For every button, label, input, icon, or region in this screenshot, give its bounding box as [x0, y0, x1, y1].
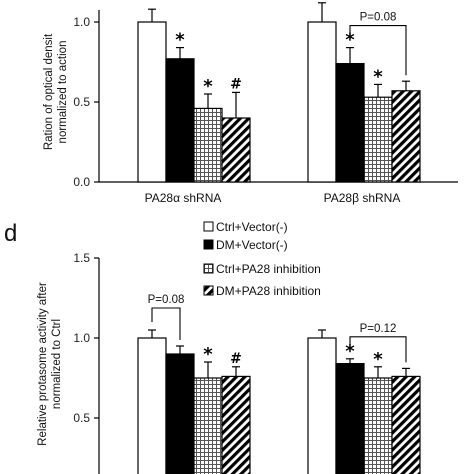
- y-tick-label: 0.5: [73, 411, 90, 425]
- legend-label: DM+PA28 inhibition: [216, 284, 321, 298]
- chart-layer: 0.0 0.5 1.0 * * * * # P=0.08 0.5 1.0 1.5 * * * # P=0.08 P…: [73, 2, 458, 474]
- bar: [307, 21, 337, 183]
- panel1-ylabel-line1: Ration of optical densit: [43, 33, 55, 150]
- significance-mark: *: [345, 30, 355, 51]
- bar: [335, 363, 365, 474]
- bar: [221, 375, 251, 474]
- legend-label: Ctrl+Vector(-): [216, 220, 288, 234]
- significance-mark: #: [230, 351, 242, 367]
- panel1-category-label: PA28α shRNA: [145, 191, 222, 205]
- legend-swatch-ctrl-pa28: [203, 263, 214, 274]
- legend-swatch-dm-vector: [203, 239, 214, 250]
- y-tick-label: 1.0: [73, 331, 90, 345]
- bar: [363, 96, 393, 183]
- y-tick-label: 1.0: [73, 15, 90, 29]
- panel1-ylabel-line2: normalized to action: [57, 41, 69, 144]
- legend-swatch-dm-pa28: [203, 285, 214, 296]
- legend-swatch-ctrl-vector: [203, 221, 214, 232]
- bracket-p-value: P=0.08: [148, 294, 185, 306]
- bar: [193, 107, 223, 183]
- bar: [165, 353, 195, 474]
- significance-bracket: [349, 336, 407, 363]
- significance-mark: *: [203, 76, 213, 97]
- y-tick-label: 1.5: [73, 251, 90, 265]
- panel1-category-label: PA28β shRNA: [324, 191, 401, 205]
- bar: [391, 375, 421, 474]
- legend-label: Ctrl+PA28 inhibition: [216, 262, 321, 276]
- panel2-ylabel-line2: normalized to Ctrl: [51, 319, 63, 409]
- significance-mark: *: [203, 344, 213, 365]
- significance-mark: *: [373, 66, 383, 87]
- bracket-p-value: P=0.12: [360, 323, 397, 335]
- significance-mark: *: [373, 349, 383, 370]
- y-tick-label: 0.5: [73, 95, 90, 109]
- bar: [193, 377, 223, 474]
- legend-label: DM+Vector(-): [216, 238, 288, 252]
- bar: [391, 90, 421, 183]
- legend: Ctrl+Vector(-) DM+Vector(-) Ctrl+PA28 in…: [203, 220, 321, 298]
- panel-label-d: d: [4, 220, 17, 247]
- bar: [335, 62, 365, 183]
- significance-mark: *: [175, 30, 185, 51]
- bracket-p-value: P=0.08: [360, 12, 397, 24]
- bar: [165, 58, 195, 183]
- significance-bracket: [151, 307, 181, 340]
- significance-bracket: [349, 25, 407, 76]
- significance-mark: *: [345, 341, 355, 362]
- bar: [137, 337, 167, 474]
- y-tick-label: 0.0: [73, 175, 90, 189]
- bar: [221, 117, 251, 183]
- significance-mark: #: [230, 76, 242, 92]
- bar: [363, 377, 393, 474]
- bar: [307, 337, 337, 474]
- bar: [137, 21, 167, 183]
- panel2-ylabel-line1: Relative protasome activity after: [37, 282, 49, 446]
